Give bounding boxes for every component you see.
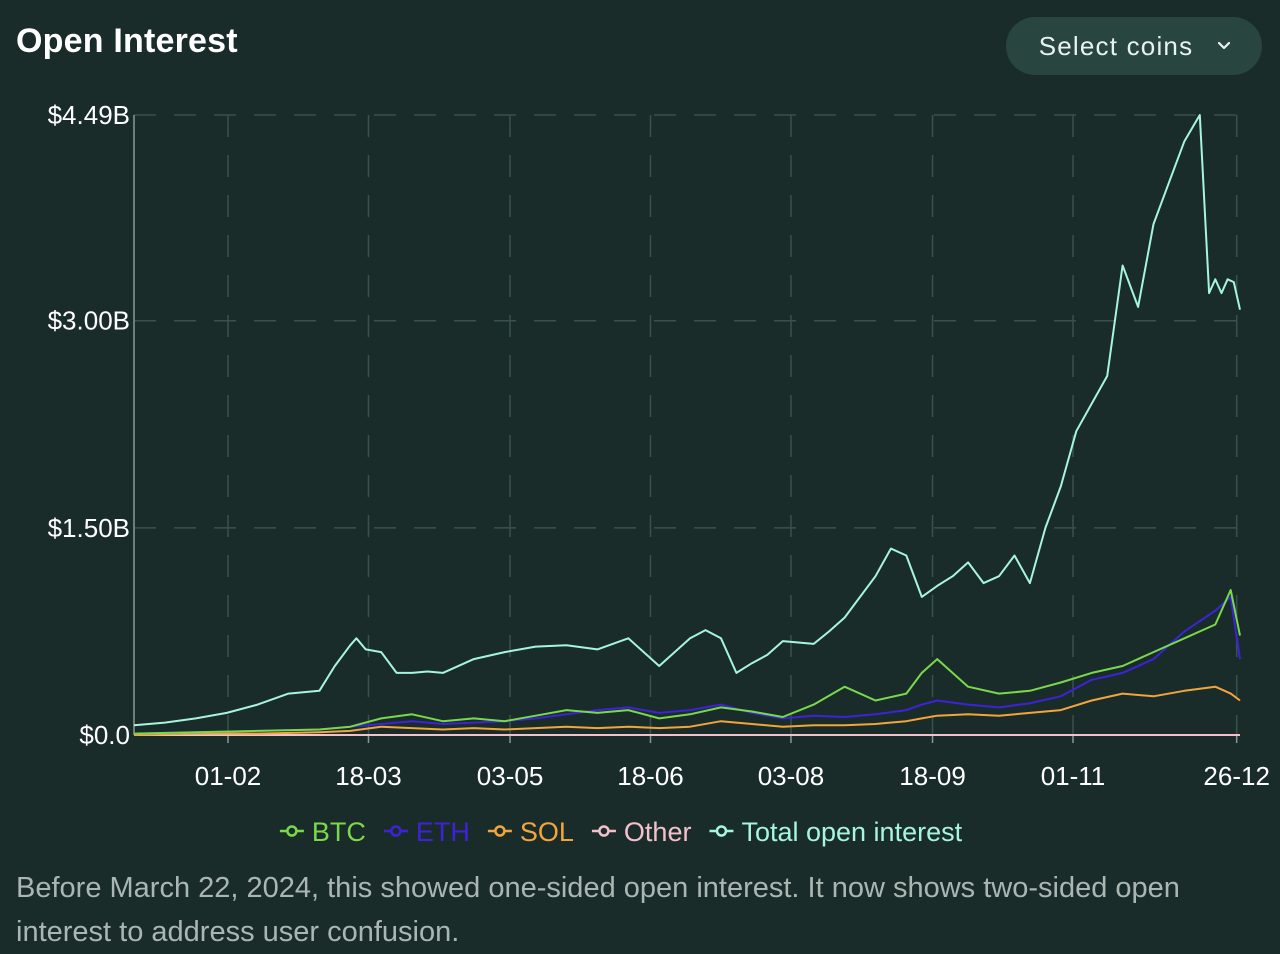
- legend-item-btc[interactable]: BTC: [312, 817, 366, 847]
- legend-item-other[interactable]: Other: [624, 817, 692, 847]
- select-coins-button[interactable]: Select coins: [1006, 17, 1262, 75]
- select-coins-label: Select coins: [1038, 30, 1194, 61]
- series-line-total-open-interest: [133, 114, 1241, 727]
- x-tick-label: 03-08: [758, 761, 825, 791]
- legend-marker-dot: [494, 825, 506, 837]
- chart-footnote: Before March 22, 2024, this showed one-s…: [16, 872, 1180, 948]
- x-tick-label: 18-09: [899, 761, 966, 791]
- legend-marker-dot: [715, 825, 728, 837]
- y-tick-label: $3.00B: [48, 306, 130, 336]
- legend-item-sol[interactable]: SOL: [520, 817, 574, 847]
- legend-marker-dot: [598, 825, 610, 837]
- y-tick-label: $1.50B: [48, 513, 130, 543]
- y-tick-label: $4.49B: [48, 100, 130, 130]
- page-title: Open Interest: [16, 22, 238, 60]
- legend-marker-dot: [390, 825, 402, 837]
- x-tick-label: 01-02: [195, 761, 262, 791]
- series-line-btc: [133, 589, 1241, 735]
- legend-item-total-open-interest[interactable]: Total open interest: [741, 817, 962, 847]
- x-tick-label: 01-11: [1041, 761, 1106, 791]
- x-tick-label: 03-05: [477, 761, 544, 791]
- chevron-down-icon: [1218, 41, 1231, 50]
- legend-marker-dot: [286, 825, 298, 837]
- legend-item-eth[interactable]: ETH: [416, 817, 470, 847]
- x-tick-label: 18-06: [617, 761, 684, 791]
- open-interest-chart: $0.0 $1.50B $3.00B $4.49B 01-02 18-03 03-05 18-…: [48, 100, 1270, 847]
- y-tick-label: $0.0: [79, 720, 130, 750]
- series-line-eth: [133, 595, 1241, 735]
- x-tick-label: 18-03: [335, 761, 402, 791]
- series-line-sol: [133, 685, 1241, 736]
- x-tick-label: 26-12: [1203, 761, 1270, 791]
